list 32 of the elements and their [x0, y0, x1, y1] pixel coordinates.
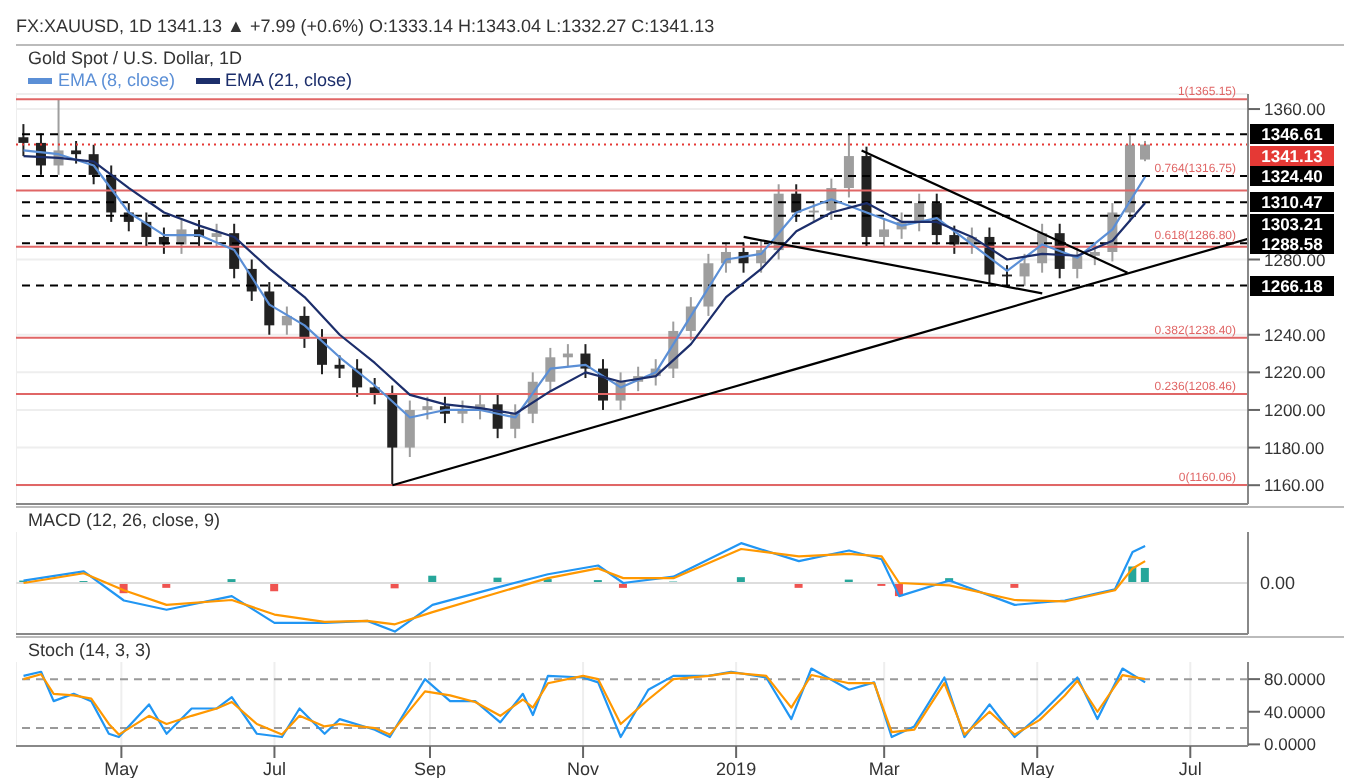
- x-tick-label: Nov: [567, 758, 601, 779]
- y-tick-label: 1220.00: [1264, 362, 1326, 383]
- x-tick-label: Jul: [1178, 758, 1202, 779]
- chart-title: MACD (12, 26, close, 9): [28, 510, 221, 530]
- y-tick-label: 1280.00: [1264, 249, 1326, 270]
- y-tick-label: 0.0000: [1264, 734, 1317, 755]
- x-tick-label: Jul: [262, 758, 286, 779]
- x-tick-label: May: [1020, 758, 1056, 779]
- chart-subtitle: FX:XAUUSD, 1D 1341.13 ▲ +7.99 (+0.6%) O:1333.14 H:1343.04 L:1332.27 C:1341.13: [16, 16, 717, 40]
- text: EMA (8, close): [58, 70, 176, 90]
- x-tick-label: Sep: [414, 758, 447, 779]
- y-tick-label: 1240.00: [1264, 324, 1326, 345]
- y-tick-label: 1360.00: [1264, 99, 1326, 120]
- ref-line-label: 1310.47: [1250, 192, 1334, 213]
- y-tick-label: 40.0000: [1264, 701, 1326, 722]
- ref-line-label: 1303.21: [1250, 213, 1334, 234]
- ref-line-label: 1346.61: [1250, 124, 1334, 145]
- x-tick-label: Mar: [868, 758, 900, 779]
- x-tick-label: 2019: [716, 758, 757, 779]
- y-tick-label: 1200.00: [1264, 400, 1326, 420]
- ref-line-label: 1324.40: [1250, 166, 1334, 187]
- y-tick-label: 1180.00: [1264, 437, 1325, 458]
- x-tick-label: May: [104, 758, 140, 779]
- ref-line-label: 1288.58: [1250, 234, 1334, 255]
- chart-title: Stoch (14, 3, 3): [28, 640, 152, 660]
- y-tick-label: 1160.00: [1264, 475, 1325, 496]
- chart-title: Gold Spot / U.S. Dollar, 1D: [28, 48, 243, 68]
- ref-line-label: 1266.18: [1250, 275, 1334, 296]
- ref-line-label: 1341.13: [1250, 145, 1334, 166]
- y-tick-label: 80.0000: [1264, 669, 1326, 690]
- ref-line-label: 0.00: [1260, 573, 1296, 593]
- text: EMA (21, close): [225, 70, 353, 90]
